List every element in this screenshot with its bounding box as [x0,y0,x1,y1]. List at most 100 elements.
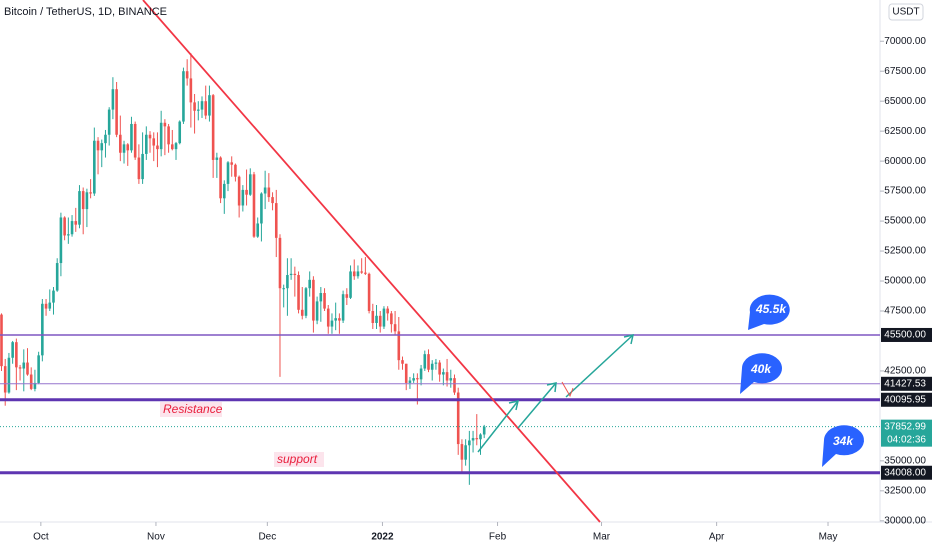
candle-body [293,273,297,276]
candle-body [430,363,434,370]
candle-body [482,426,486,435]
candle-body [252,174,256,237]
x-tick-label: Nov [147,532,165,543]
candle-body [107,109,111,135]
candle-body [341,294,345,321]
callout: 45.5k [748,294,790,330]
candle-body [104,134,107,144]
candle-body [234,164,237,177]
y-tick-label: 35000.00 [884,455,926,466]
candle-body [364,272,367,274]
candle-body [442,372,445,375]
x-tick-label: Mar [593,532,611,543]
candle-body [356,271,360,277]
candle-body [222,183,226,199]
y-tick-label: 47500.00 [884,306,926,317]
candle-body [48,302,52,309]
candle-body [300,309,304,316]
candle-body [375,315,378,323]
callout-text: 45.5k [755,302,787,316]
candle-body [26,362,29,375]
annotation-bg [274,452,324,467]
candle-body [282,288,285,290]
candle-body [148,134,152,139]
candle-body [349,271,352,298]
candle-body [52,290,55,303]
y-tick-label: 42500.00 [884,366,926,377]
candle-body [271,197,274,204]
candle-body [427,354,430,370]
candle-body [308,279,311,289]
candle-body [70,221,74,235]
currency-box [888,3,924,21]
callout: 40k [740,353,782,394]
candle-body [412,378,415,381]
candle-body [204,101,208,116]
candle-body [126,144,130,151]
y-tick-label: 60000.00 [884,156,926,167]
candle-body [89,192,92,194]
support-label: support [277,452,318,466]
candle-body [41,303,44,356]
callout-text: 34k [833,434,854,448]
candle-body [145,134,148,154]
chart-title: Bitcoin / TetherUS, 1D, BINANCE [4,6,167,18]
candle-body [397,331,401,361]
candle-body [245,189,248,195]
candle-body [475,438,479,440]
candle-body [304,288,308,316]
resistance-label: Resistance [163,402,223,416]
candle-body [33,382,37,389]
arrow-head [546,382,557,393]
candle-body [345,294,349,298]
candle-body [434,362,438,364]
candle-body [378,315,382,327]
plot [0,40,884,526]
candle-body [163,122,167,127]
candle-body [408,380,412,383]
candle-body [479,434,482,440]
callout-bubble [822,425,864,467]
level-label-bg [881,376,932,391]
candle-body [208,95,211,116]
candle-body [326,308,330,327]
candle-body [334,318,337,321]
candle-body [449,378,453,381]
candle-body [315,301,319,321]
candle-body [274,203,278,238]
level-label: 34008.00 [884,467,926,478]
candle-body [445,372,449,381]
arrow-head [623,334,634,345]
candle-body [460,444,464,460]
candle-body [416,378,419,380]
candle-body [323,293,326,309]
candle-body [371,310,375,323]
candle-body [200,101,204,110]
y-tick-label: 30000.00 [884,515,926,526]
x-tick-label: Apr [709,532,725,543]
level-label: 40095.95 [884,394,926,405]
candle-body [360,271,363,273]
candle-body [401,360,404,364]
y-tick-label: 57500.00 [884,186,926,197]
candle-body [67,234,70,236]
candle-body [15,342,18,368]
candle-body [171,144,174,150]
x-tick-label: Feb [489,532,507,543]
x-tick-label: Oct [33,532,49,543]
candle-body [11,342,14,358]
callout: 34k [822,425,864,467]
candle-body [297,275,300,310]
candle-body [419,368,423,380]
currency-label: USDT [892,7,919,18]
small-arrow [561,381,574,398]
level-label: 45500.00 [884,330,926,341]
candle-body [152,138,156,146]
candle-body [0,314,3,367]
candle-body [456,392,460,445]
trend-line [142,0,601,523]
candle-body [453,378,456,393]
candle-body [211,95,215,160]
